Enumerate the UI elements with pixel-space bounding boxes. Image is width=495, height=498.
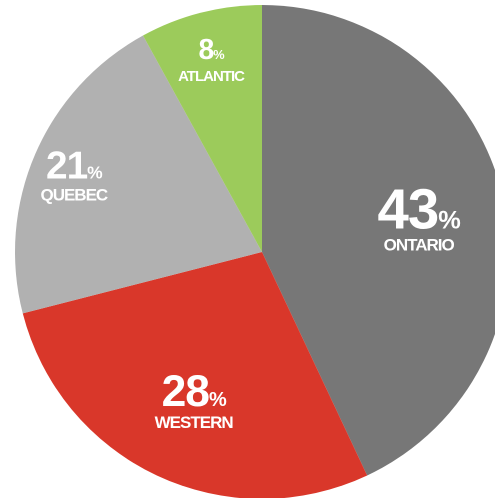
slice-unit: % [209,389,227,411]
slice-category-label: QUEBEC [40,185,107,204]
pie-slice [22,252,368,498]
slice-value-label: 43% [378,177,461,240]
slice-category-label: ATLANTIC [178,68,245,85]
slice-value-label: 8% [198,34,225,66]
slice-unit: % [87,162,103,182]
slice-unit: % [438,206,460,234]
slice-value: 43 [378,177,439,240]
slice-value-label: 28% [162,367,227,416]
slice-value-label: 21% [46,144,103,187]
slice-unit: % [213,47,225,62]
pie-slice [262,5,495,476]
pie-slice [143,5,262,252]
slice-value: 21 [46,144,88,187]
slice-category-label: ONTARIO [384,235,455,254]
slice-category-label: WESTERN [155,413,234,432]
slice-value: 28 [162,367,210,416]
pie-slice [14,35,263,314]
slice-value: 8 [198,34,213,66]
